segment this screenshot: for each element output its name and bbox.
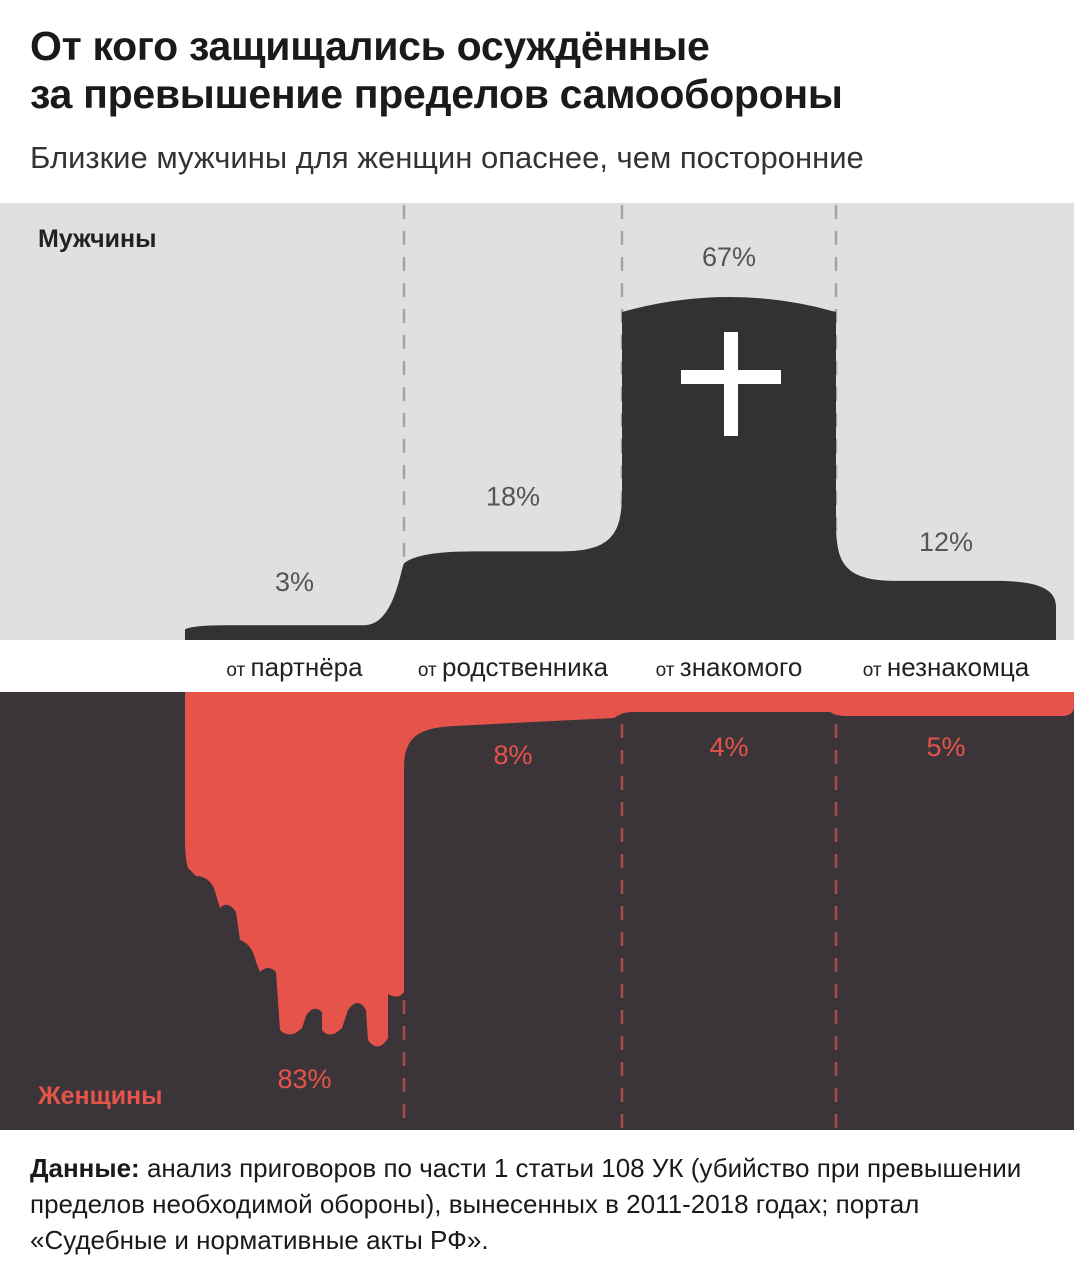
source-text: анализ приговоров по части 1 статьи 108 … (30, 1153, 1022, 1255)
category-word: партнёра (251, 652, 364, 682)
category-word: родственника (442, 652, 609, 682)
women-value-label-4: 5% (926, 732, 965, 762)
category-label-4: от незнакомца (863, 652, 1030, 682)
women-value-label-1: 83% (277, 1064, 331, 1094)
men-value-label-2: 18% (486, 481, 540, 511)
category-label-3: от знакомого (656, 652, 803, 682)
category-prefix: от (418, 660, 442, 681)
category-prefix: от (863, 660, 887, 681)
men-value-label-4: 12% (919, 527, 973, 557)
women-value-label-3: 4% (709, 732, 748, 762)
source-note: Данные: анализ приговоров по части 1 ста… (30, 1150, 1040, 1258)
category-label-1: от партнёра (226, 652, 363, 682)
category-prefix: от (226, 660, 250, 681)
page-title: От кого защищались осуждённые за превыше… (30, 22, 1050, 118)
category-label-2: от родственника (418, 652, 609, 682)
page-subtitle: Близкие мужчины для женщин опаснее, чем … (30, 140, 864, 175)
men-area (185, 297, 1056, 640)
category-prefix: от (656, 660, 680, 681)
men-value-label-3: 67% (702, 242, 756, 272)
men-series-label: Мужчины (38, 225, 156, 253)
title-line-1: От кого защищались осуждённые (30, 23, 710, 69)
women-panel-bg (0, 692, 1074, 1130)
category-word: знакомого (680, 652, 803, 682)
women-area (185, 692, 1074, 1047)
source-label: Данные: (30, 1153, 140, 1183)
category-word: незнакомца (887, 652, 1030, 682)
title-line-2: за превышение пределов самообороны (30, 71, 843, 117)
women-series-label: Женщины (37, 1082, 163, 1110)
plus-icon-horizontal (681, 370, 781, 384)
women-value-label-2: 8% (493, 740, 532, 770)
men-value-label-1: 3% (275, 567, 314, 597)
